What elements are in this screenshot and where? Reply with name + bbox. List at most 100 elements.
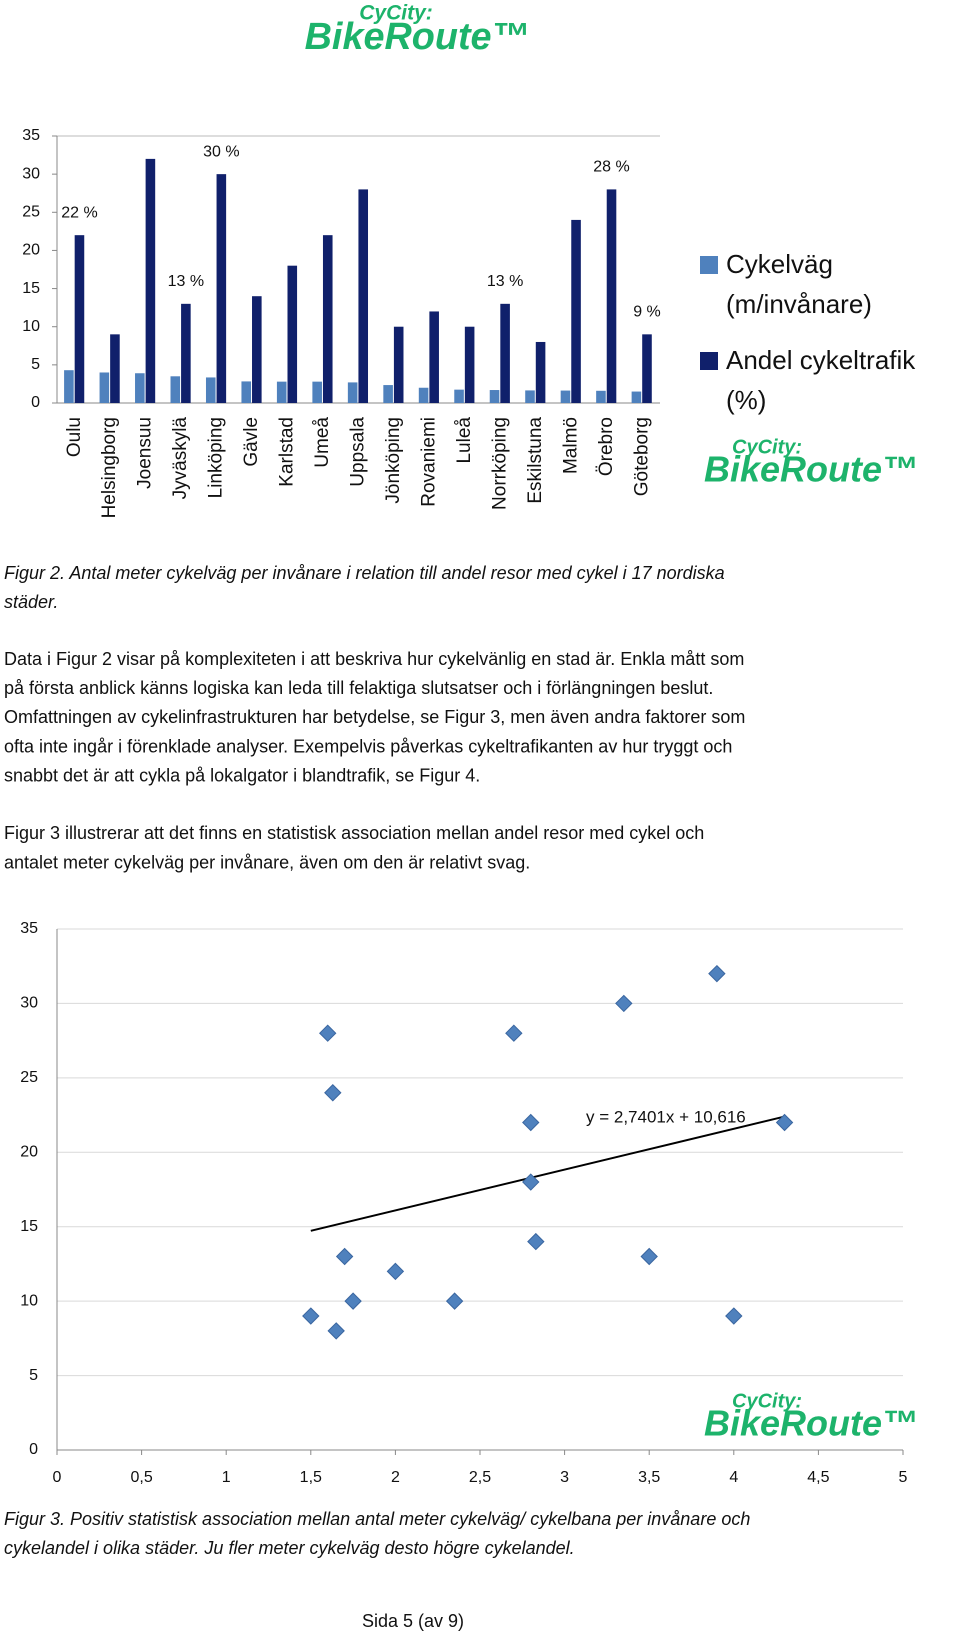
bar [418,387,429,403]
trendline-label: y = 2,7401x + 10,616 [586,1107,746,1126]
scatter-point [344,1292,362,1310]
x-tick-label: 1,5 [300,1469,322,1486]
data-label: 28 % [593,159,629,176]
figure3-caption-line: cykelandel i olika städer. Ju fler meter… [4,1538,575,1558]
scatter-point [505,1024,523,1042]
bar [74,235,85,403]
figure3-caption-line: Figur 3. Positiv statistisk association … [4,1509,750,1529]
x-tick-label: Luleå [454,417,475,464]
legend-label: Cykelväg (m/invånare) [726,249,872,319]
bar [276,381,287,403]
legend-swatch [700,352,718,370]
scatter-point [327,1322,345,1340]
bar [99,372,110,403]
y-tick-label: 30 [22,165,40,182]
bar [500,303,510,403]
scatter-point [615,994,633,1013]
bar [383,385,393,403]
bar [525,390,535,403]
x-tick-label: 1 [222,1469,231,1486]
x-tick-label: Göteborg [631,417,652,496]
scatter-point [725,1307,743,1325]
y-tick-label: 5 [31,356,40,373]
logo-large: BikeRoute™ [305,16,530,58]
bar [535,341,546,403]
bar [560,390,571,403]
logo-small: CyCity: [732,1390,802,1412]
logo-large: BikeRoute™ [704,449,918,490]
y-tick-label: 25 [20,1069,38,1086]
bar [489,390,500,403]
x-tick-label: Helsingborg [99,417,120,518]
paragraph-1-line: Omfattningen av cykelinfrastrukturen har… [4,707,745,727]
data-label: 30 % [203,143,239,160]
bar [145,158,156,403]
scatter-point [324,1084,342,1102]
x-tick-label: Gävle [241,417,262,467]
logo-small: CyCity: [732,436,802,458]
y-tick-label: 35 [22,127,40,144]
data-label: 22 % [61,204,97,221]
x-tick-label: Jyväskylä [170,417,191,500]
bar [64,370,74,403]
x-tick-label: Uppsala [348,417,369,487]
y-tick-label: 25 [22,204,40,221]
bar [170,376,181,403]
x-tick-label: Joensuu [135,417,156,489]
data-label: 13 % [487,273,523,290]
y-tick-label: 5 [29,1367,38,1384]
x-tick-label: 5 [899,1469,908,1486]
x-tick-label: Karlstad [277,417,298,487]
x-tick-label: 2,5 [469,1469,491,1486]
x-tick-label: 4 [729,1469,738,1486]
x-tick-label: 3,5 [638,1469,660,1486]
y-tick-label: 20 [22,242,40,259]
scatter-point [527,1232,545,1251]
bar [287,265,298,403]
logo-small: CyCity: [359,2,433,25]
y-tick-label: 0 [31,394,40,411]
bar [181,303,191,403]
scatter-point [522,1173,540,1191]
x-tick-label: Malmö [560,417,581,474]
scatter-point [522,1113,540,1132]
x-tick-label: Rovaniemi [418,417,439,507]
bar [358,189,369,403]
bar [429,311,439,403]
scatter-point [640,1247,658,1266]
paragraph-1-line: ofta inte ingår i förenklade analyser. E… [4,736,732,756]
paragraph-1-line: på första anblick känns logiska kan leda… [4,678,713,698]
y-tick-label: 15 [22,280,40,297]
scatter-point [335,1247,354,1266]
bar [322,235,333,403]
scatter-point [302,1307,320,1325]
x-tick-label: Örebro [596,417,617,476]
x-tick-label: Umeå [312,417,333,468]
x-tick-label: Oulu [64,417,85,457]
y-tick-label: 10 [20,1292,38,1309]
paragraph-1-line: snabbt det är att cykla på lokalgator i … [4,766,480,786]
y-tick-label: 20 [20,1144,38,1161]
scatter-point [445,1292,464,1310]
paragraph-2-line: Figur 3 illustrerar att det finns en sta… [4,823,704,843]
y-tick-label: 0 [29,1441,38,1458]
bar [454,389,464,403]
scatter-point [386,1262,405,1281]
bar [642,334,652,403]
scatter-point [775,1113,794,1132]
x-tick-label: 2 [391,1469,400,1486]
trendline [310,1115,785,1232]
data-label: 13 % [168,273,204,290]
footer: Sida 5 (av 9) [362,1611,464,1631]
legend-swatch [700,256,718,274]
x-tick-label: Jönköping [383,417,404,504]
bar [135,373,145,403]
logo-large: BikeRoute™ [704,1403,918,1444]
x-tick-label: Norrköping [489,417,510,510]
bar [393,326,404,403]
legend-entry: Cykelväg (m/invånare) [726,249,872,319]
bar [252,296,262,403]
bar [631,391,642,403]
bar [596,390,606,403]
